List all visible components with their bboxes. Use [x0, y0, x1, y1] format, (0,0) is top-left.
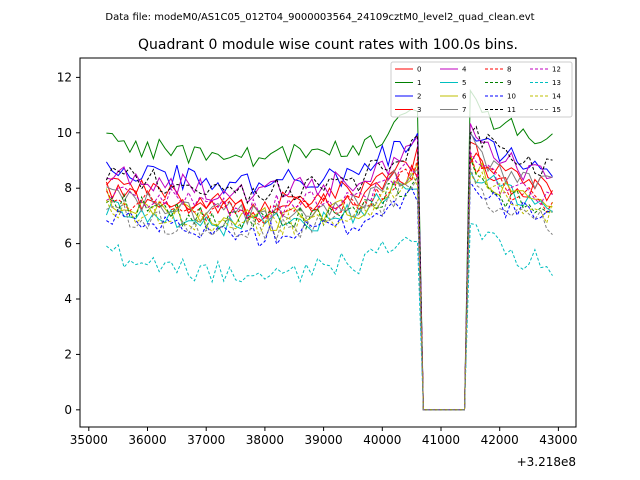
- series-line-13: [106, 222, 553, 411]
- legend-label-3: 3: [417, 106, 421, 114]
- legend-label-4: 4: [462, 66, 467, 74]
- x-tick-label: 37000: [187, 433, 225, 447]
- series-line-11: [105, 125, 553, 411]
- x-tick-label: 39000: [305, 433, 343, 447]
- x-tick-label: 35000: [70, 433, 108, 447]
- legend-label-1: 1: [417, 79, 421, 87]
- y-tick-label: 0: [64, 403, 72, 417]
- x-tick-label: 43000: [539, 433, 577, 447]
- series-line-6: [105, 153, 553, 411]
- series-line-7: [106, 131, 553, 411]
- legend-label-2: 2: [417, 93, 421, 101]
- legend-label-5: 5: [462, 79, 466, 87]
- series-line-3: [106, 141, 553, 411]
- y-tick-label: 10: [57, 126, 72, 140]
- series-line-4: [106, 123, 553, 411]
- legend-label-7: 7: [462, 106, 466, 114]
- legend-label-14: 14: [552, 93, 561, 101]
- chart-title: Quadrant 0 module wise count rates with …: [138, 37, 518, 53]
- legend-label-13: 13: [552, 79, 561, 87]
- legend-label-0: 0: [417, 66, 421, 74]
- x-tick-label: 41000: [422, 433, 460, 447]
- series-line-10: [106, 180, 553, 411]
- plot-frame: [79, 57, 577, 428]
- legend-label-9: 9: [507, 79, 511, 87]
- series-line-15: [106, 167, 553, 411]
- y-tick-label: 8: [64, 181, 72, 195]
- x-offset-label: +3.218e8: [517, 455, 576, 469]
- y-tick-label: 4: [64, 292, 72, 306]
- series-line-9: [106, 157, 553, 411]
- legend-box: [390, 61, 573, 118]
- series-line-1: [106, 88, 553, 411]
- x-tick-label: 42000: [481, 433, 519, 447]
- x-tick-label: 36000: [128, 433, 166, 447]
- legend-label-8: 8: [507, 66, 511, 74]
- y-tick-label: 12: [57, 70, 72, 84]
- series-line-8: [105, 153, 553, 411]
- legend-label-11: 11: [507, 106, 516, 114]
- series-line-14: [105, 170, 553, 411]
- legend-label-6: 6: [462, 93, 467, 101]
- series-line-12: [106, 150, 553, 411]
- y-tick-label: 2: [64, 347, 72, 361]
- legend-label-12: 12: [552, 66, 561, 74]
- legend-label-10: 10: [507, 93, 516, 101]
- series-line-0: [105, 152, 553, 411]
- series-line-2: [105, 131, 553, 411]
- x-tick-label: 40000: [363, 433, 401, 447]
- legend-label-15: 15: [552, 106, 561, 114]
- y-tick-label: 6: [64, 237, 72, 251]
- x-tick-label: 38000: [246, 433, 284, 447]
- chart-suptitle: Data file: modeM0/AS1C05_012T04_90000035…: [105, 12, 534, 23]
- series-line-5: [105, 169, 553, 411]
